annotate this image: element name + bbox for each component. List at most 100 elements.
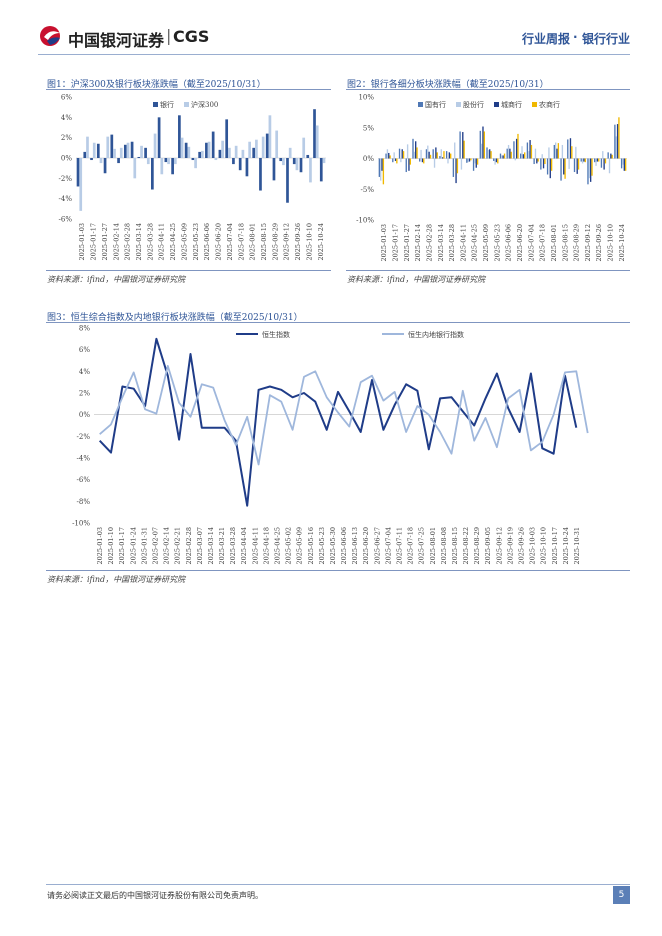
bar-2-13 <box>460 158 463 170</box>
bar-1-20 <box>506 148 508 159</box>
x-tick-label: 2025-07-18 <box>407 527 415 564</box>
x-tick-label: 2025-10-17 <box>551 527 559 564</box>
x-tick-label: 2025-02-14 <box>163 527 171 564</box>
bar-2-1 <box>380 158 382 181</box>
cgs-logo-icon <box>40 26 60 46</box>
bar-1-17 <box>184 142 188 158</box>
bar-2-34 <box>302 137 306 158</box>
bar-2-32 <box>588 158 590 179</box>
report-type: 行业周报 <box>522 32 571 46</box>
bar-1-24 <box>232 158 235 165</box>
bar-1-32 <box>286 158 289 203</box>
bar-4-15 <box>476 158 479 165</box>
bar-2-37 <box>322 158 326 164</box>
x-tick-label: 2025-01-24 <box>129 527 137 564</box>
x-tick-label: 2025-04-25 <box>471 224 479 261</box>
bar-1-19 <box>499 153 502 159</box>
bar-3-24 <box>536 158 538 164</box>
bar-1-21 <box>513 141 515 159</box>
x-tick-label: 2025-09-12 <box>584 224 592 261</box>
bar-1-33 <box>594 158 596 163</box>
x-tick-label: 2025-04-04 <box>240 527 248 564</box>
bar-1-13 <box>459 131 461 159</box>
x-tick-label: 2025-02-28 <box>185 527 193 564</box>
bar-3-7 <box>421 158 424 163</box>
bar-4-20 <box>510 151 512 159</box>
bar-2-30 <box>575 146 577 159</box>
industry-name: 银行行业 <box>582 32 631 46</box>
bar-4-1 <box>382 158 385 185</box>
x-tick-label: 2025-07-04 <box>527 224 535 261</box>
bar-2-1 <box>79 158 83 211</box>
bar-2-36 <box>315 125 319 158</box>
x-tick-label: 2025-04-11 <box>158 223 166 260</box>
bar-2-24 <box>234 145 238 158</box>
bar-2-7 <box>420 149 422 159</box>
legend-swatch-2 <box>456 102 461 107</box>
brand-name-en: CGS <box>173 27 210 46</box>
x-tick-label: 2025-08-15 <box>260 223 268 260</box>
bar-2-19 <box>201 150 204 158</box>
bar-2-14 <box>467 158 469 163</box>
figure2-bottom-rule <box>346 270 630 271</box>
bar-2-33 <box>595 158 597 166</box>
x-tick-label: 2025-08-01 <box>429 527 437 564</box>
bar-2-15 <box>474 158 476 164</box>
bar-2-2 <box>386 149 389 159</box>
bar-3-18 <box>495 158 498 163</box>
x-tick-label: 2025-02-14 <box>414 224 422 261</box>
footer-divider <box>46 884 630 885</box>
x-tick-label: 2025-03-14 <box>135 223 143 260</box>
y-tick-label: 6% <box>61 94 72 102</box>
x-tick-label: 2025-08-08 <box>440 527 448 564</box>
x-tick-label: 2025-01-03 <box>380 224 388 261</box>
x-tick-label: 2025-06-20 <box>215 223 223 260</box>
x-tick-label: 2025-01-17 <box>391 224 399 261</box>
bar-4-32 <box>591 158 593 176</box>
bar-1-23 <box>225 119 229 158</box>
bar-1-28 <box>560 158 562 181</box>
bar-3-27 <box>556 148 558 159</box>
legend-label-1: 银行 <box>160 100 174 109</box>
bar-1-37 <box>620 158 623 169</box>
y-tick-label: -2% <box>77 433 91 441</box>
bar-1-7 <box>117 158 120 164</box>
bar-1-31 <box>580 158 582 162</box>
x-tick-label: 2025-10-10 <box>540 527 548 564</box>
bar-4-9 <box>436 152 438 159</box>
x-tick-label: 2025-01-03 <box>78 223 86 260</box>
bar-3-34 <box>603 158 605 170</box>
figure1-bottom-rule <box>46 270 331 271</box>
x-tick-label: 2025-10-24 <box>317 223 325 260</box>
bar-1-23 <box>526 142 529 159</box>
x-tick-label: 2025-09-05 <box>484 527 492 564</box>
bar-1-8 <box>123 144 127 158</box>
bar-2-25 <box>541 154 543 159</box>
figure2-bar-chart: -10% -5% 0% 5% 10% 2025-01-03 2025-01-17 2025-0… <box>356 94 627 261</box>
legend-label-1: 恒生指数 <box>262 330 290 339</box>
bar-1-32 <box>587 158 589 185</box>
figure1-source: 资料来源：ifind，中国银河证券研究院 <box>47 275 186 284</box>
bar-2-26 <box>248 141 251 158</box>
bar-2-35 <box>309 158 312 183</box>
bar-1-14 <box>164 158 168 163</box>
y-tick-label: -8% <box>77 498 91 506</box>
x-tick-label: 2025-09-26 <box>595 224 603 261</box>
bar-2-16 <box>480 143 483 159</box>
bar-1-20 <box>205 142 208 158</box>
bar-2-10 <box>140 145 143 158</box>
x-tick-label: 2025-05-23 <box>318 527 326 564</box>
figure2-caption: 图2：银行各细分板块涨跌幅（截至2025/10/31） <box>347 80 549 90</box>
bar-1-7 <box>419 158 421 162</box>
bar-2-15 <box>173 158 177 165</box>
bar-3-2 <box>388 152 390 159</box>
figure3-bottom-rule <box>46 570 630 571</box>
x-tick-label: 2025-04-18 <box>262 527 270 564</box>
x-tick-label: 2025-09-12 <box>495 527 503 564</box>
bar-1-24 <box>533 158 535 165</box>
y-tick-label: 0% <box>61 155 72 163</box>
x-tick-label: 2025-08-29 <box>473 527 481 564</box>
x-tick-label: 2025-05-23 <box>493 224 501 261</box>
bar-4-4 <box>402 151 405 159</box>
bar-2-28 <box>261 136 265 158</box>
